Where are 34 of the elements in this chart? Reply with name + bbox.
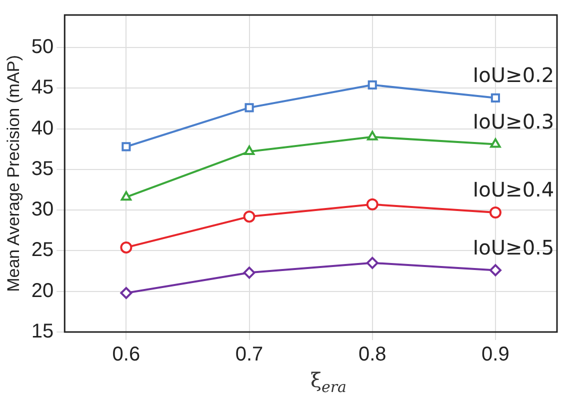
point — [367, 130, 378, 140]
point — [489, 264, 502, 276]
point — [490, 138, 501, 148]
point — [368, 80, 377, 90]
y-tick-label: 30 — [31, 198, 54, 221]
point — [244, 103, 254, 112]
point — [243, 266, 256, 279]
x-tick-label: 0.6 — [112, 344, 140, 366]
x-axis-title: ξ$_{era}$ — [309, 368, 348, 396]
y-tick-label: 25 — [31, 239, 54, 262]
series-label: IoU≥0.2 — [472, 63, 554, 88]
y-tick-label: 45 — [31, 76, 54, 99]
point — [366, 256, 378, 269]
point — [244, 146, 255, 156]
y-tick-label: 40 — [31, 117, 54, 140]
y-tick-label: 50 — [31, 36, 54, 58]
point — [120, 241, 132, 254]
y-axis-title: Mean Average Precision (mAP) — [4, 55, 23, 292]
x-tick-label: 0.8 — [358, 344, 386, 366]
series-label: IoU≥0.5 — [472, 235, 554, 260]
x-tick-label: 0.7 — [235, 344, 264, 366]
y-tick-label: 15 — [31, 320, 54, 343]
point — [120, 191, 132, 201]
y-tick-label: 35 — [31, 158, 54, 180]
point — [490, 93, 500, 102]
point — [489, 206, 502, 219]
point — [122, 142, 131, 152]
series-label: IoU≥0.4 — [472, 178, 554, 202]
y-tick-label: 20 — [31, 280, 54, 302]
point — [366, 198, 378, 210]
series-label: IoU≥0.3 — [472, 109, 554, 134]
x-tick-label: 0.9 — [482, 344, 510, 366]
point — [120, 286, 132, 299]
point — [243, 210, 256, 223]
